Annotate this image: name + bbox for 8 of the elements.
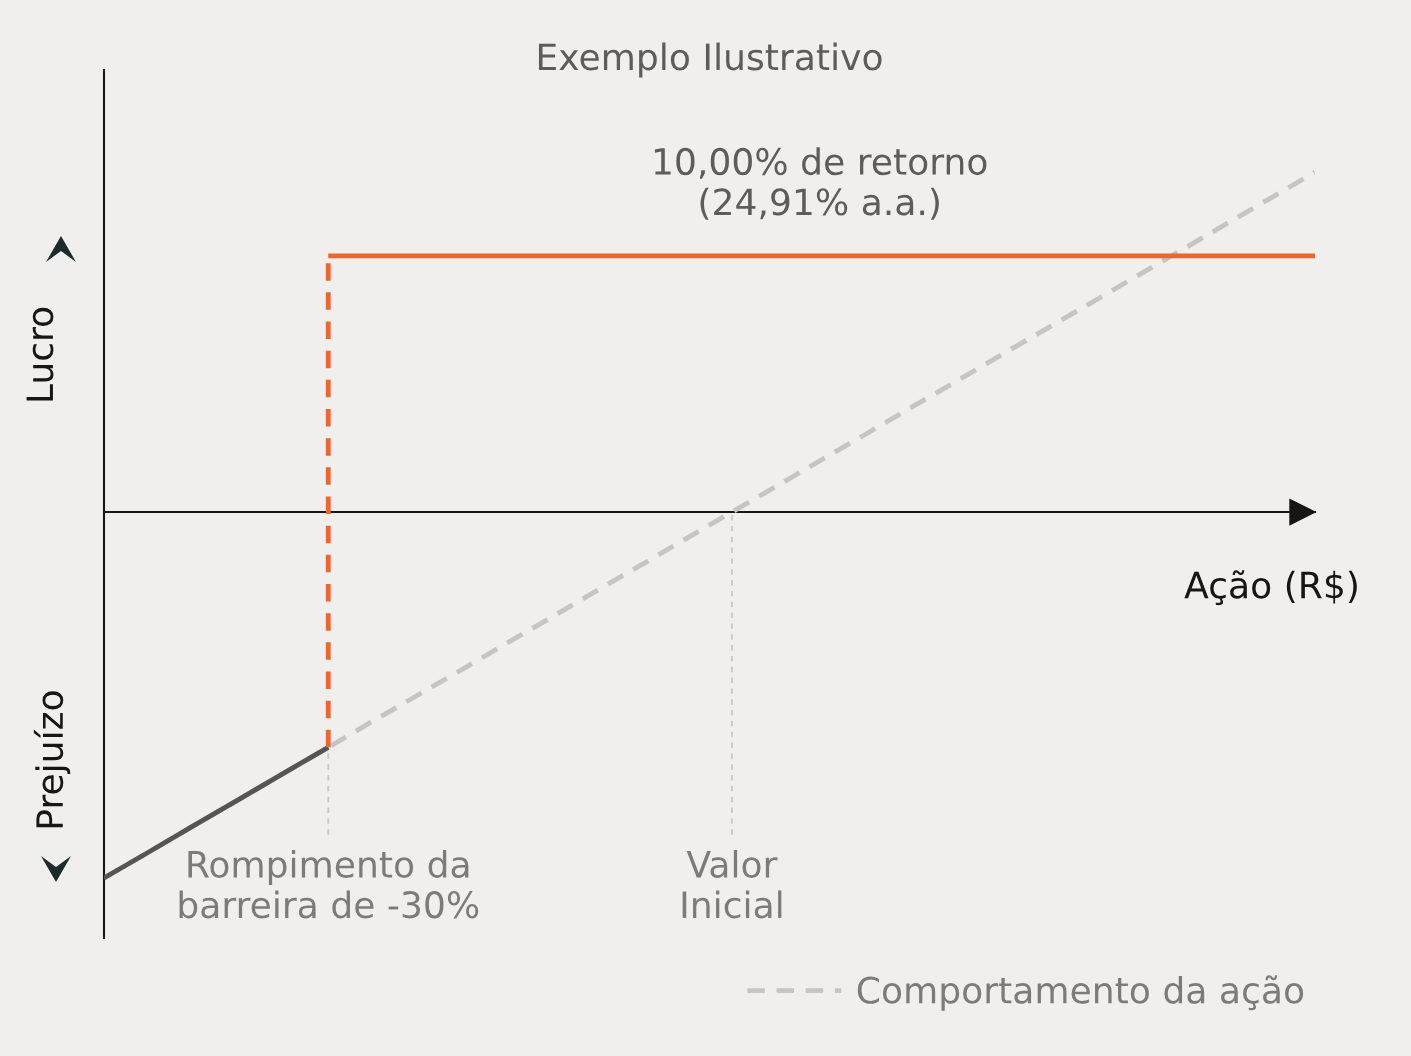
- x-axis-title: Ação (R$): [1184, 570, 1357, 606]
- chart-title: Exemplo Ilustrativo: [538, 42, 882, 78]
- x-tick-label: Rompimento da barreira de -30%: [179, 850, 479, 919]
- annotation: 10,00% de retorno (24,91% a.a.): [654, 147, 987, 220]
- legend-label: Comportamento da ação: [857, 975, 1304, 1011]
- text: Lucro: [26, 307, 54, 401]
- text: Prejuízo: [33, 691, 71, 828]
- x-tick-label: Valor Inicial: [682, 850, 782, 919]
